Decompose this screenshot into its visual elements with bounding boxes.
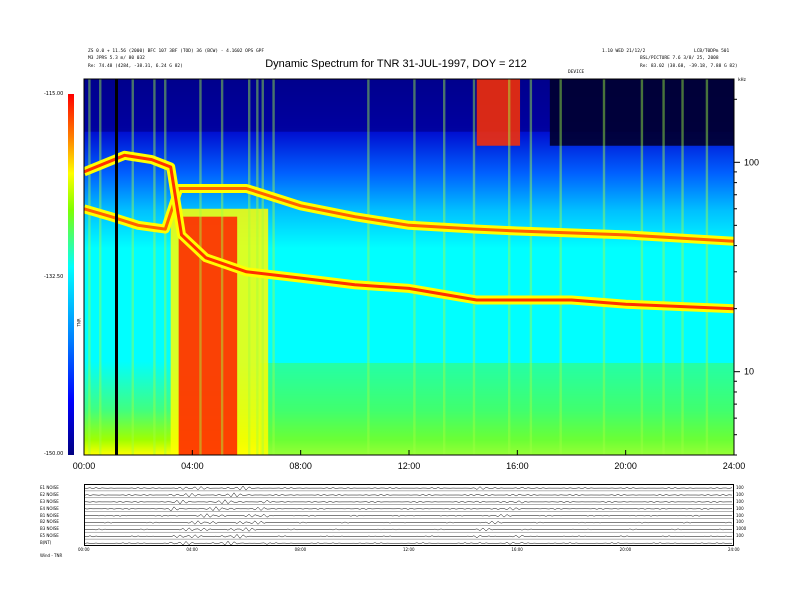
waveform-label: B(NT) [40,540,52,546]
header-left-line3: Re: 74.48 (4284, -38.31, 6.24 G 82) [88,64,183,69]
waveform-labels: E1 NOISE E2 NOISE E3 NOISE E4 NOISE B1 NOISE… [40,484,84,546]
waveform-label: B2 NOISE [40,519,59,525]
waveform-panel [83,484,734,546]
waveform-label: B1 NOISE [40,512,59,518]
x-tick-label: 00:00 [73,461,96,471]
waveform-x-ticks: 00:00 04:00 08:00 12:00 16:00 20:00 24:00 [78,546,740,554]
waveform-x-tick: 16:00 [511,547,523,552]
colorbar-tick-bottom: -150.00 [44,451,64,457]
harmonic-line [84,153,734,311]
quiet-region [549,79,734,146]
colorbar-tick-mid: -132.50 [44,274,64,280]
burst-spike [443,79,446,455]
waveform-trace [83,485,733,491]
waveform-label: E4 NOISE [40,505,59,511]
waveform-label: E5 NOISE [40,533,59,539]
spectrogram-svg [84,79,734,455]
waveform-x-tick: 00:00 [78,547,90,552]
waveform-right-tick: 100 [736,512,744,518]
x-tick-label: 12:00 [398,461,421,471]
waveform-right-tick: 1000 [736,526,747,532]
header-left-line2: M3 JPRS 5.3 m/ 80 032 [88,56,145,61]
header-right-line2: BSL/PICTURE 7.6 3/8/ 25, 2008 [640,56,719,61]
burst-spike [681,79,684,455]
burst-spike [508,79,511,455]
waveform-right-tick: 100 [736,505,744,511]
y-tick-label: 10 [744,367,754,377]
waveform-trace [83,492,733,498]
burst-spike [529,79,533,455]
waveform-trace [83,520,733,525]
corner-unit-label: kHz [738,78,747,83]
waveform-svg [83,484,734,546]
x-tick-label: 16:00 [506,461,529,471]
burst-spike [99,79,102,455]
waveform-right-tick: 100 [736,519,744,525]
colorbar [68,94,74,455]
burst-spike [153,79,156,455]
waveform-frame [84,484,734,546]
burst-spike [367,79,370,455]
burst-region [476,79,521,146]
waveform-right-tick: 100 [736,491,744,497]
burst-spike [472,79,476,455]
burst-spike [662,79,665,455]
plasma-line [84,187,734,243]
waveform-right-ticks: 100 100 100 100 100 100 1000 100 [736,484,760,546]
burst-spike [88,79,91,455]
waveform-trace [83,527,733,532]
y-tick-label: 100 [744,157,759,167]
burst-spike [131,79,134,455]
waveform-x-tick: 20:00 [619,547,632,552]
burst-spike [199,79,202,455]
burst-spike [705,79,709,455]
waveform-label: B3 NOISE [40,526,59,532]
low-frequency-band [260,363,734,455]
x-tick-label: 20:00 [614,461,637,471]
burst-spike [640,79,644,455]
waveform-trace [83,506,733,512]
burst-spike [272,79,275,455]
x-tick-label: 24:00 [723,461,746,471]
waveform-label: E3 NOISE [40,498,59,504]
waveform-label: E2 NOISE [40,491,59,497]
waveform-trace [83,499,733,505]
x-tick-label: 08:00 [289,461,312,471]
header-right-line3: Re: 83.02 (38.68, -39.18, 7.88 G 82) [640,64,738,69]
waveform-x-tick: 24:00 [728,547,740,552]
spectrogram-plot [84,79,734,455]
waveform-trace [83,513,733,518]
waveform-right-tick: 100 [736,498,744,504]
burst-spike [602,79,606,455]
header-left-line1: ZS 0.0 + 11.56 (2000) BFC 107 3BF (TOD) … [88,49,265,54]
burst-spike [413,79,416,455]
plot-frame [83,78,735,456]
data-gap [115,79,118,455]
header-right-line1b: LCB/T0DPm 501 [694,49,730,54]
waveform-x-tick: 12:00 [403,547,415,552]
waveform-label: E1 NOISE [40,485,59,490]
x-tick-label: 04:00 [181,461,204,471]
burst-spike [261,79,264,455]
header-right-line1: 1.10 WED 21/12/2 [602,49,646,54]
burst-spike [559,79,562,455]
waveform-footer: Wind - TNR [40,553,63,558]
burst-spike [164,79,167,455]
waveform-trace [83,540,733,546]
waveform-right-tick: 100 [736,533,744,539]
waveform-right-tick: 100 [736,485,744,490]
chart-title: Dynamic Spectrum for TNR 31-JUL-1997, DO… [265,58,527,70]
waveform-x-tick: 08:00 [294,547,307,552]
colorbar-tick-top: -115.00 [44,91,64,97]
header-mid-small: DEVICE [568,70,585,75]
burst-spike [248,79,251,455]
burst-spike [256,79,259,455]
waveform-trace [83,533,733,539]
waveform-x-tick: 04:00 [186,547,198,552]
